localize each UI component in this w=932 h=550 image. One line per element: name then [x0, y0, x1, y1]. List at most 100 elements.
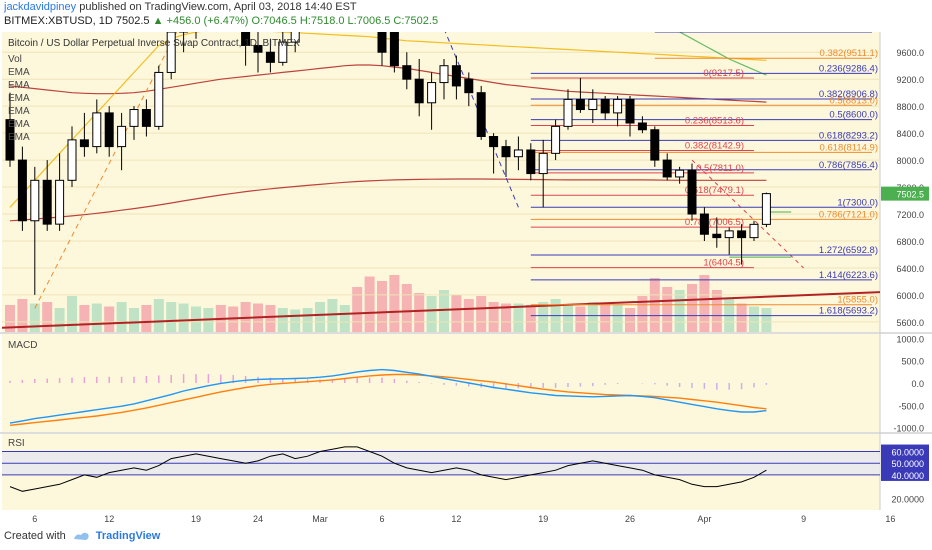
- indicator-label: EMA: [8, 67, 30, 78]
- volume-bar: [129, 308, 139, 332]
- chart-title: Bitcoin / US Dollar Perpetual Inverse Sw…: [8, 38, 300, 49]
- candle-body: [389, 32, 399, 67]
- candle-body: [278, 41, 288, 63]
- candle-body: [265, 51, 275, 63]
- volume-bar: [29, 303, 40, 332]
- volume-bar: [141, 305, 152, 332]
- fib-level-label: 0(9217.5): [703, 68, 744, 79]
- candle-body: [104, 112, 114, 148]
- macd-tick-label: 500.0: [901, 357, 924, 367]
- price-tick-label: 9200.0: [896, 75, 924, 85]
- date-tick-label: 6: [379, 514, 384, 524]
- candle-body: [501, 146, 511, 158]
- indicator-label: EMA: [8, 119, 30, 130]
- fib-level-label: 1(6404.5): [703, 258, 744, 269]
- candle-body: [241, 32, 251, 46]
- date-tick-label: Mar: [312, 514, 328, 524]
- candle-body: [439, 65, 449, 84]
- volume-bar: [116, 302, 127, 332]
- volume-bar: [389, 275, 400, 332]
- volume-bar: [463, 299, 474, 332]
- indicator-label: EMA: [8, 93, 30, 104]
- candle-body: [427, 82, 437, 104]
- macd-pane: [9, 368, 768, 426]
- volume-bar: [501, 303, 511, 332]
- price-tick-label: 8000.0: [896, 156, 924, 166]
- tradingview-brand[interactable]: TradingView: [95, 530, 161, 542]
- date-tick-label: 24: [253, 514, 263, 524]
- ema-line: [9, 32, 767, 208]
- volume-bar: [178, 303, 189, 332]
- fib-level-label: 0.236(9286.4): [819, 63, 878, 74]
- price-tick-label: 8400.0: [896, 129, 924, 139]
- volume-bar: [166, 302, 177, 332]
- macd-line: [9, 368, 767, 424]
- volume-bar: [265, 305, 276, 332]
- macd-tick-label: -1000.0: [893, 424, 924, 434]
- fib-level-label: 1.414(6223.6): [819, 270, 878, 281]
- fib-level-label: 0.236(8513.6): [685, 115, 744, 126]
- volume-bar: [104, 306, 115, 332]
- candle-body: [117, 125, 127, 148]
- candle-body: [5, 119, 15, 161]
- candle-body: [699, 213, 709, 235]
- volume-bar: [377, 281, 387, 332]
- candle-body: [55, 179, 65, 225]
- volume-bar: [352, 287, 363, 332]
- candle-body: [154, 71, 164, 127]
- last-price-marker: [881, 186, 929, 201]
- volume-bar: [575, 306, 586, 332]
- last-price: 7502.5: [115, 15, 150, 27]
- macd-label: MACD: [8, 340, 37, 351]
- ema-line: [9, 64, 767, 103]
- volume-bar: [153, 299, 164, 332]
- volume-bar: [5, 305, 15, 332]
- candle-body: [17, 159, 27, 222]
- candle-body: [476, 92, 486, 137]
- volume-bar: [587, 302, 598, 332]
- candle-body: [141, 109, 151, 127]
- macd-tick-label: -500.0: [898, 401, 924, 411]
- fib-level-label: 0.382(8906.8): [819, 89, 878, 100]
- fib-level-label: 1(7300.0): [837, 197, 878, 208]
- volume-bar: [525, 305, 536, 332]
- volume-bar: [563, 305, 573, 332]
- rsi-tick-label: 40.0000: [891, 471, 924, 481]
- support-trendline: [2, 291, 880, 329]
- ohlc-values: O:7046.5 H:7518.0 L:7006.5 C:7502.5: [251, 15, 439, 27]
- last-price-label: 7502.5: [896, 190, 924, 200]
- date-tick-label: 6: [32, 514, 37, 524]
- candle-body: [526, 149, 536, 175]
- ema-line: [9, 178, 767, 222]
- candle-body: [513, 149, 523, 158]
- fib-level-label: 0(9900.0): [837, 32, 878, 33]
- candle-body: [79, 139, 89, 148]
- fib-level-label: 0.5(7811.0): [696, 163, 744, 174]
- date-tick-label: 12: [451, 514, 461, 524]
- author-link[interactable]: jackdavidpiney: [4, 1, 77, 13]
- chart-canvas[interactable]: 0(9900.0) 0.382(9511.1) 0.236(9286.4) 0(921…: [0, 32, 932, 530]
- candle-body: [712, 233, 722, 239]
- volume-bar: [277, 308, 288, 332]
- volume-bar: [736, 303, 747, 332]
- fib-level-label: 1.618(5693.2): [819, 306, 878, 317]
- volume-bar: [513, 303, 524, 332]
- volume-bar: [401, 284, 412, 332]
- volume-bar: [600, 303, 611, 332]
- candle-body: [290, 32, 300, 43]
- price-tick-label: 8800.0: [896, 102, 924, 112]
- rsi-label: RSI: [8, 438, 25, 449]
- price-tick-label: 7200.0: [896, 210, 924, 220]
- candle-body: [625, 98, 635, 124]
- price-change: ▲ +456.0 (+6.47%): [152, 15, 249, 27]
- candle-body: [613, 98, 623, 114]
- candle-body: [588, 98, 598, 111]
- candle-body: [551, 125, 561, 154]
- candle-body: [377, 32, 387, 53]
- fib-level-label: 0.786(7006.5): [685, 217, 744, 228]
- price-tick-label: 6800.0: [896, 237, 924, 247]
- volume-bar: [302, 308, 313, 332]
- volume-bar: [17, 299, 28, 332]
- volume-bar: [54, 308, 65, 332]
- candle-body: [662, 159, 672, 178]
